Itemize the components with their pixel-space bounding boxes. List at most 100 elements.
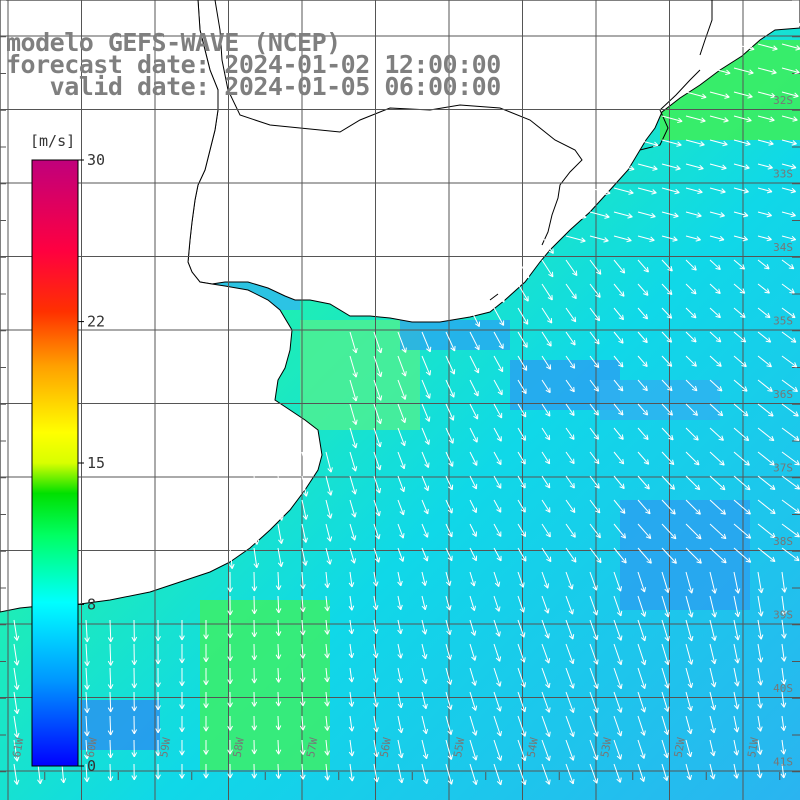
latitude-label: 36S [773,388,793,401]
wind-arrow [565,595,574,615]
wind-arrow [299,739,306,755]
wind-arrow [709,739,716,757]
wind-arrow [661,283,673,296]
wind-arrow [733,139,751,147]
wind-arrow [756,763,763,779]
wind-arrow [541,547,552,563]
wind-arrow [324,667,330,683]
wind-arrow [493,547,502,562]
longitude-label: 55W [451,736,467,758]
wind-arrow [685,691,693,712]
wind-arrow [397,715,404,734]
wind-arrow [397,403,407,424]
wind-arrow [275,739,282,755]
wind-arrow [757,547,776,563]
wind-arrow [685,643,694,665]
wind-arrow [685,187,703,195]
wind-arrow [324,691,330,707]
wind-arrow [324,715,330,731]
wind-arrow [781,571,787,593]
wind-arrow [757,91,776,99]
latitude-label: 32S [773,94,793,107]
wind-arrow [613,475,625,490]
latitude-label: 39S [773,609,793,622]
wind-arrow [661,163,681,171]
wind-arrow [781,211,796,218]
wind-arrow [781,115,798,122]
wind-arrow [251,715,258,731]
wind-arrow [565,235,586,243]
wind-arrow [757,619,764,640]
wind-arrow [517,739,527,762]
wind-arrow [421,691,428,710]
wind-arrow [589,667,599,690]
wind-arrow [397,451,406,470]
wind-arrow [227,715,233,731]
wind-arrow [445,595,452,611]
wind-arrow [733,571,741,594]
wind-arrow [469,571,476,587]
wind-arrow [541,595,550,614]
wind-arrow [445,379,455,398]
wind-arrow [421,739,429,760]
wind-arrow [541,259,554,278]
wind-arrow [781,547,800,562]
wind-arrow [709,187,726,194]
wind-arrow [325,451,333,473]
wind-arrow [757,19,779,28]
wind-arrow [299,715,306,731]
wind-arrow [661,619,670,642]
wind-arrow [421,475,430,492]
wind-arrow [780,643,787,662]
wind-arrow [469,523,477,537]
wind-arrow [541,691,551,713]
wind-arrow [397,643,403,659]
wind-arrow [757,475,776,490]
wind-arrow [685,259,697,271]
wind-arrow [13,739,20,762]
wind-arrow [733,283,746,294]
wind-arrow [275,595,282,614]
wind-arrow [445,667,453,685]
wind-arrow [781,139,797,146]
wind-arrow [757,115,775,123]
wind-arrow [517,667,526,688]
wind-arrow [325,499,333,519]
speed-patches [80,40,800,770]
wind-arrow [757,163,773,170]
wind-arrow [203,715,209,732]
wind-arrow [517,715,527,737]
wind-arrow [541,499,551,513]
longitude-labels: 61W 60W 59W 58W 57W 56W 55W 54W 53W 52W 51W [10,736,761,758]
wind-arrow [613,211,633,219]
wind-arrow [227,667,233,685]
wind-arrow [397,379,407,400]
wind-arrow [227,619,233,639]
land-mass-west [0,0,323,613]
wind-arrow [348,667,355,683]
wind-arrow [613,739,623,760]
wind-arrow [661,307,673,319]
wind-arrow [781,451,800,466]
wind-arrow [517,643,526,663]
wind-arrow [84,691,90,714]
wind-arrow [493,763,503,786]
wind-arrow [517,427,526,441]
wind-arrow [228,547,235,569]
wind-arrow [517,523,527,538]
wind-arrow [661,475,676,490]
latitude-label: 41S [773,756,793,769]
wind-arrow [781,427,800,442]
wind-arrow [637,475,650,490]
wind-arrow [349,547,357,564]
wind-arrow [373,403,382,425]
speed-patch [80,700,160,750]
wind-arrow [541,619,550,639]
wind-arrow [517,451,526,465]
wind-arrow [565,523,576,538]
wind-arrow [373,547,381,563]
speed-patch [620,500,750,610]
wind-arrow [229,499,235,523]
wind-arrow [469,307,481,328]
wind-arrow [709,67,731,76]
